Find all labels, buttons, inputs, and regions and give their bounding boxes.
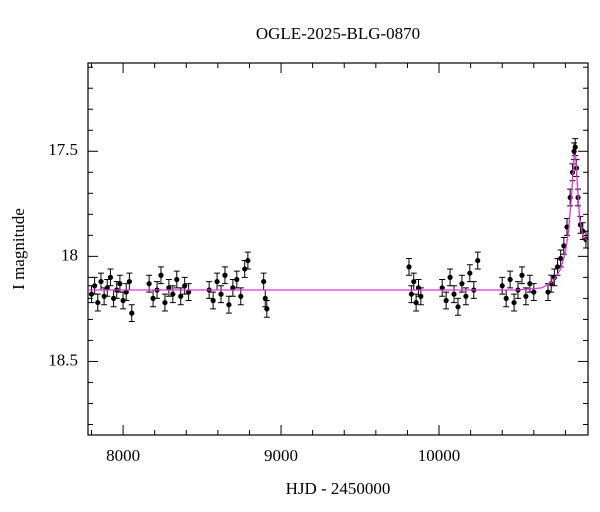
data-point — [554, 264, 561, 270]
data-point — [182, 283, 188, 289]
data-point — [222, 272, 228, 278]
data-point — [95, 299, 101, 306]
data-point — [92, 283, 98, 289]
data-point — [150, 295, 156, 301]
data-point — [503, 295, 509, 301]
data-point — [166, 285, 172, 291]
x-tick-label: 10000 — [418, 446, 461, 465]
data-point — [178, 293, 184, 299]
data-point — [519, 272, 525, 278]
data-point — [218, 291, 224, 297]
data-point — [245, 257, 251, 264]
data-point — [264, 306, 270, 312]
data-point — [439, 285, 445, 291]
data-point — [411, 278, 417, 285]
model-curve — [88, 154, 589, 291]
data-point — [158, 272, 164, 278]
data-point — [129, 310, 135, 316]
data-point — [262, 295, 268, 301]
data-point — [463, 293, 469, 299]
data-point — [572, 144, 578, 150]
data-point — [170, 291, 176, 297]
data-point — [451, 291, 457, 297]
data-point — [455, 304, 461, 310]
y-tick-label: 18.5 — [48, 350, 78, 369]
y-axis-label: I magnitude — [9, 208, 28, 290]
x-axis-label: HJD - 2450000 — [286, 479, 391, 498]
data-point — [186, 289, 192, 295]
data-point — [443, 297, 449, 304]
data-point — [146, 281, 152, 287]
data-point — [210, 297, 216, 304]
data-point — [447, 274, 453, 280]
data-point — [418, 293, 424, 299]
data-point — [120, 297, 126, 304]
chart-title: OGLE-2025-BLG-0870 — [256, 24, 420, 43]
data-point — [214, 278, 220, 285]
data-point — [117, 281, 123, 287]
data-point — [88, 291, 95, 297]
plot-frame — [87, 62, 589, 436]
data-point — [459, 281, 465, 287]
data-point — [413, 299, 419, 306]
data-point — [511, 299, 517, 306]
data-point — [467, 270, 473, 276]
data-point — [110, 295, 117, 301]
data-point — [558, 255, 564, 262]
data-point — [261, 278, 267, 285]
data-point — [406, 264, 412, 270]
data-point — [98, 278, 104, 285]
data-point — [523, 293, 529, 299]
data-point — [238, 293, 244, 299]
data-point — [174, 276, 180, 283]
data-point — [527, 281, 533, 287]
data-point — [507, 276, 513, 283]
data-point — [531, 289, 537, 295]
y-tick-label: 17.5 — [48, 140, 78, 159]
x-tick-label: 8000 — [106, 446, 140, 465]
data-point — [126, 278, 132, 285]
data-point — [408, 291, 414, 297]
data-point — [475, 257, 481, 264]
data-point — [242, 266, 248, 272]
data-point — [123, 289, 129, 295]
data-point — [561, 243, 567, 249]
x-tick-label: 9000 — [264, 446, 298, 465]
data-point — [104, 285, 110, 291]
data-point — [162, 299, 168, 306]
data-point — [230, 285, 236, 291]
data-point — [499, 283, 505, 289]
data-point — [234, 276, 240, 283]
y-tick-label: 18 — [61, 245, 78, 264]
data-point — [226, 302, 232, 308]
data-point — [101, 293, 107, 299]
data-point — [107, 274, 114, 280]
data-point — [545, 289, 551, 295]
